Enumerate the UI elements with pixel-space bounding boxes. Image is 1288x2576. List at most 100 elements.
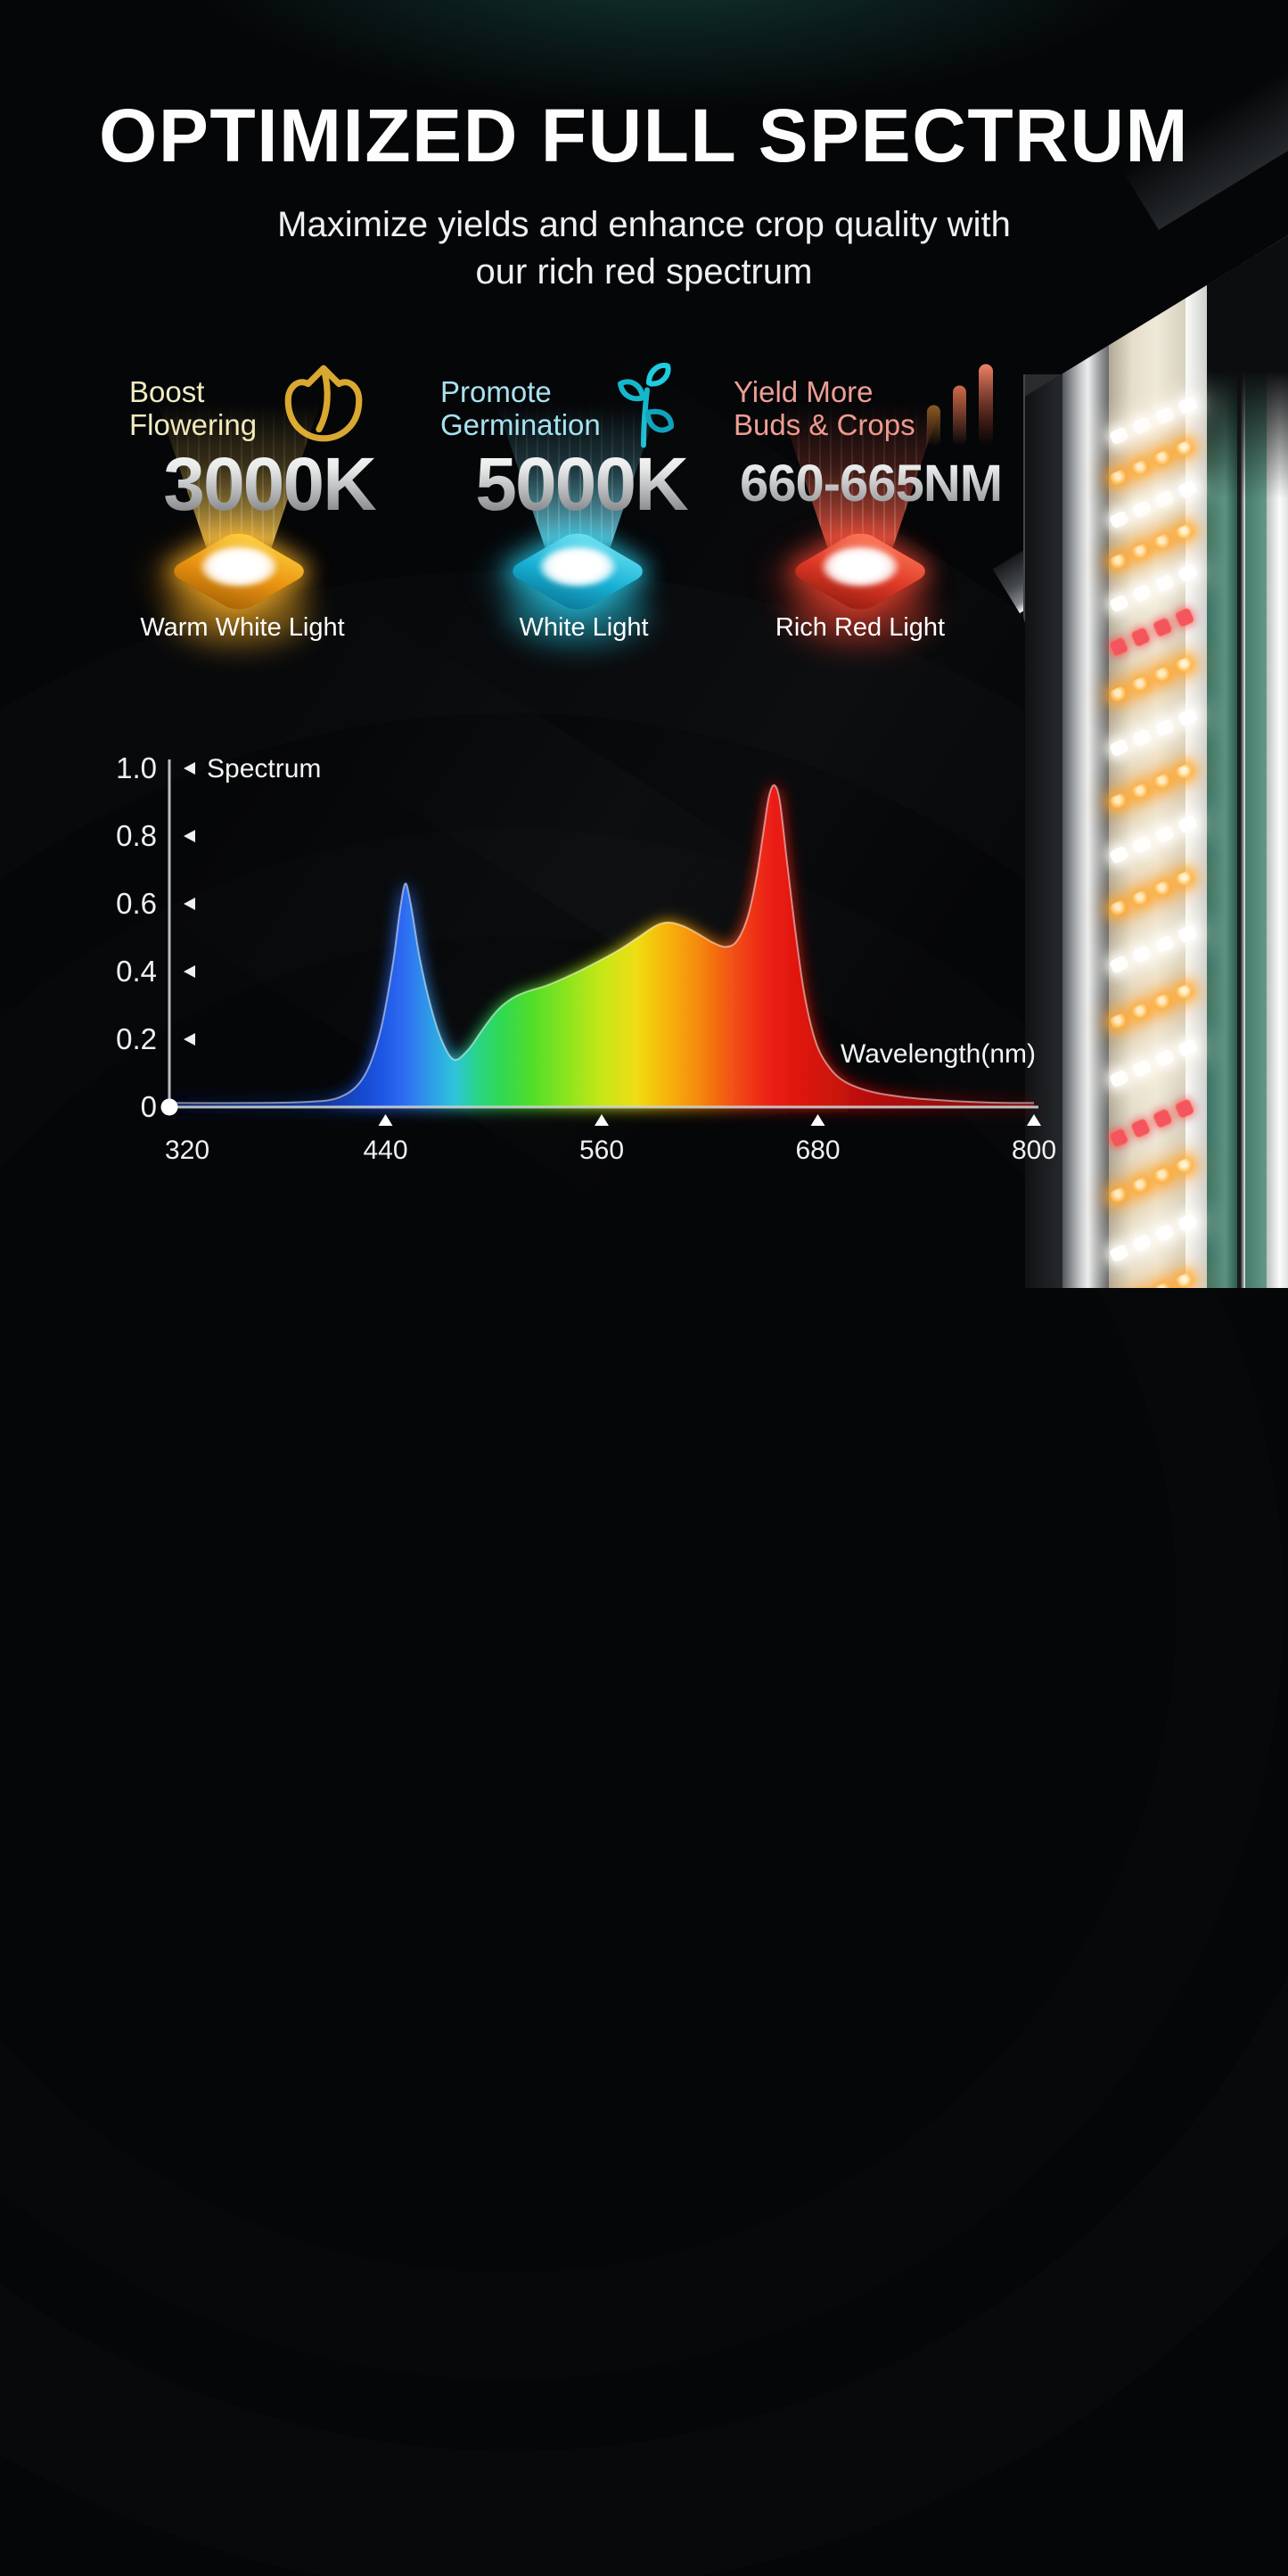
spectrum-area [169,784,1034,1107]
white-led [1153,573,1176,593]
red-led [1152,616,1174,638]
amber-led [1174,1271,1195,1288]
white-led [1131,583,1153,603]
amber-led [1130,675,1151,693]
y-tick-label: 0.2 [116,1022,157,1055]
x-tick-marker [595,1114,609,1126]
amber-led [1174,439,1195,457]
white-led [1153,1223,1176,1243]
y-tick-label: 1.0 [116,751,157,784]
bars-icon [925,362,997,452]
x-tick-label: 440 [363,1136,407,1165]
white-led [1177,562,1198,583]
feature-caption: Warm White Light [140,613,345,642]
x-tick-label: 560 [579,1136,624,1165]
amber-led [1153,772,1173,791]
page-subtitle: Maximize yields and enhance crop quality… [0,201,1288,296]
amber-led [1153,532,1173,551]
y-tick-marker [184,830,195,842]
red-led [1129,1117,1152,1139]
amber-led [1174,1156,1195,1175]
spectrum-outline [168,783,1035,1104]
white-led [1153,1048,1176,1068]
teal-top-glow [0,0,1288,285]
red-led [1174,606,1195,628]
x-tick-label: 680 [795,1136,840,1165]
amber-led [1130,1176,1151,1194]
origin-dot [160,1098,178,1116]
feature-value: 660-665NM [719,443,1022,525]
y-tick-marker [184,898,195,910]
y-tick-label: 0 [141,1090,157,1123]
led-chip-white [504,520,652,646]
y-tick-label: 0.8 [116,819,157,852]
subtitle-line-1: Maximize yields and enhance crop quality… [277,205,1011,244]
x-tick-marker [810,1114,825,1126]
x-tick-label: 320 [165,1136,209,1165]
y-tick-label: 0.4 [116,955,157,988]
feature-value: 3000K [118,443,421,525]
x-tick-label: 800 [1012,1136,1056,1165]
bar-side-shadow [1025,235,1062,1288]
red-led [1152,1107,1174,1129]
x-axis-title: Wavelength(nm) [841,1039,1036,1069]
white-led [1177,479,1198,499]
amber-led [1130,542,1151,561]
white-led [1177,707,1198,727]
white-led [1153,718,1176,737]
y-tick-label: 0.6 [116,887,157,920]
x-tick-marker [1027,1114,1041,1126]
white-led [1131,1058,1153,1078]
feature-caption: Rich Red Light [775,613,946,642]
x-tick-marker [378,1114,393,1126]
amber-led [1174,982,1195,1001]
amber-led [1174,762,1195,781]
backdrop-shadow [1207,235,1288,499]
amber-led [1153,448,1173,467]
spectrum-chart: 0 0.2 0.4 0.6 0.8 1.0 Spectrum 320 440 560 680 800 W… [116,751,1056,1165]
amber-led [1153,879,1173,898]
red-led [1174,1097,1195,1120]
white-led [1177,395,1198,415]
white-led [1177,1038,1198,1058]
white-led [1131,944,1153,964]
feature-value: 5000K [430,443,733,525]
amber-led [1130,1002,1151,1021]
white-led [1177,1212,1198,1233]
bar-seam [1237,235,1245,1288]
white-led [1153,489,1176,509]
amber-led [1153,992,1173,1011]
white-led [1153,824,1176,844]
led-chip-red [786,520,934,646]
amber-led [1130,889,1151,907]
page-title: OPTIMIZED FULL SPECTRUM [99,94,1189,177]
red-led [1129,626,1152,648]
white-led [1131,727,1153,747]
white-led [1177,814,1198,834]
white-led [1131,834,1153,854]
bar-aluminum-frame [1062,235,1109,1288]
amber-led [1153,665,1173,684]
white-led [1131,499,1153,519]
amber-led [1174,522,1195,541]
white-led [1153,934,1176,954]
feature-caption: White Light [519,613,649,642]
amber-led [1153,1166,1173,1185]
white-led [1177,923,1198,944]
white-led [1153,406,1176,425]
amber-led [1130,782,1151,800]
bar-lens-edge [1185,235,1207,1288]
grow-light-bar-photo [992,38,1288,1288]
chart-title: Spectrum [207,754,321,783]
white-led [1131,415,1153,435]
amber-led [1174,869,1195,888]
y-tick-marker [184,762,195,775]
light-bar-face [1025,235,1288,1288]
y-tick-marker [184,965,195,978]
led-chip-warm-white [165,520,313,646]
white-led [1131,1233,1153,1252]
amber-led [1174,655,1195,674]
bar-pcb-strip [1109,235,1185,1288]
y-tick-marker [184,1033,195,1046]
amber-led [1130,458,1151,477]
